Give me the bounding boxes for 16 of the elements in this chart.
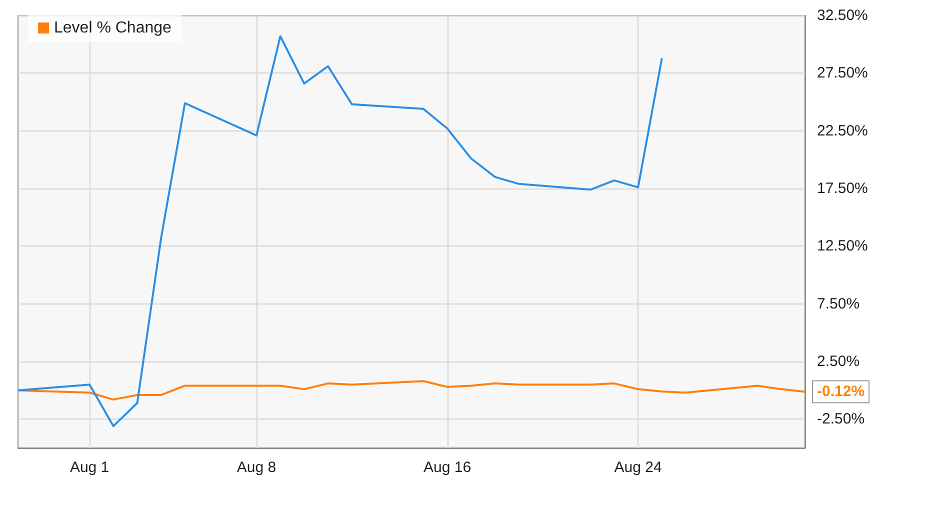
y-tick-label: -2.50% bbox=[817, 410, 865, 428]
x-tick-label: Aug 1 bbox=[70, 459, 110, 476]
y-tick-label: 27.50% bbox=[817, 64, 868, 82]
data-label: -0.12% bbox=[817, 383, 865, 400]
y-tick-label: 32.50% bbox=[817, 7, 868, 24]
x-tick-label: Aug 24 bbox=[614, 459, 662, 476]
line-series bbox=[17, 380, 806, 401]
y-tick-label: 17.50% bbox=[817, 180, 868, 197]
x-tick-label: Aug 16 bbox=[424, 459, 472, 476]
legend-label: Level % Change bbox=[54, 20, 172, 36]
y-tick-label: 2.50% bbox=[817, 353, 860, 370]
y-tick-label: 12.50% bbox=[817, 238, 868, 255]
line-series bbox=[17, 35, 663, 428]
y-tick-label: 7.50% bbox=[817, 295, 860, 312]
x-tick-label: Aug 8 bbox=[236, 459, 276, 476]
y-tick-label: 22.50% bbox=[817, 122, 868, 140]
